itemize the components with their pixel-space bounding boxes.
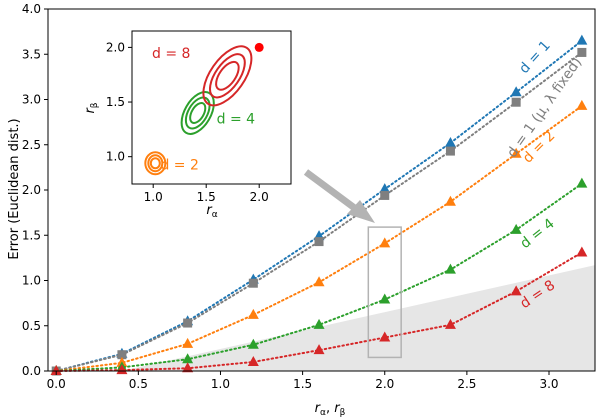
- contour-group-1: [180, 91, 215, 135]
- contour-line: [149, 157, 161, 170]
- inset-axes-frame: [131, 30, 292, 185]
- contour-line: [189, 101, 207, 124]
- contour-line: [184, 96, 211, 130]
- inset-group-label: d = 4: [217, 111, 256, 127]
- series-label-d4: d = 4: [517, 216, 557, 252]
- data-point: [183, 318, 193, 328]
- inset-y-label: rβ: [83, 102, 100, 113]
- series-1: [51, 47, 587, 376]
- data-point: [510, 223, 522, 234]
- data-point: [247, 338, 259, 349]
- contour-group-0: [144, 151, 167, 176]
- series-line: [55, 51, 583, 372]
- series-4: [50, 246, 588, 375]
- shaded-area: [121, 265, 596, 371]
- contour-line: [180, 91, 215, 135]
- inset-y-tick-label: 1.0: [106, 150, 125, 164]
- series-2: [50, 99, 588, 375]
- data-point: [116, 364, 128, 375]
- data-point: [576, 246, 588, 257]
- x-tick-label: 1.0: [211, 377, 230, 391]
- data-point: [576, 99, 588, 110]
- inset-y-tick-label: 2.0: [106, 40, 125, 54]
- main-ticks: 0.0 0.5 1.0 1.5 2.0 2.5 3.0 0.0 0.5 1.0 1.5 2.0 2.5 3…: [22, 2, 559, 391]
- data-point: [182, 353, 194, 364]
- y-tick-label: 0.0: [22, 364, 41, 378]
- data-point: [379, 293, 391, 304]
- y-tick-label: 0.5: [22, 319, 41, 333]
- data-point: [248, 278, 258, 288]
- x-tick-label: 3.0: [539, 377, 558, 391]
- data-point: [50, 365, 62, 375]
- data-point: [445, 146, 455, 156]
- x-axis-label: rα, rβ: [315, 401, 346, 418]
- inset-x-label: rα: [206, 203, 217, 220]
- y-axis-label: Error (Euclidean dist.): [7, 118, 22, 259]
- inset-y-tick-label: 1.5: [106, 95, 125, 109]
- inset-x-tick-label: 2.0: [250, 190, 269, 204]
- y-tick-label: 4.0: [22, 2, 41, 16]
- contour-line: [209, 53, 246, 99]
- x-tick-label: 2.5: [457, 377, 476, 391]
- y-tick-label: 2.0: [22, 183, 41, 197]
- contour-line: [202, 45, 253, 107]
- x-tick-label: 1.5: [293, 377, 312, 391]
- data-point: [314, 237, 324, 247]
- data-point: [379, 331, 391, 342]
- x-tick-label: 0.5: [129, 377, 148, 391]
- y-tick-label: 1.5: [22, 228, 41, 242]
- inset-group-label: d = 8: [152, 46, 190, 62]
- data-point: [313, 344, 325, 355]
- pointer-arrow: [303, 169, 375, 223]
- y-tick-label: 1.0: [22, 274, 41, 288]
- shaded-region: [121, 265, 596, 371]
- highlight-box: [367, 226, 402, 359]
- data-point: [247, 308, 259, 319]
- data-point: [510, 86, 522, 97]
- true-point: [254, 42, 264, 52]
- inset-x-tick-label: 1.0: [144, 190, 163, 204]
- y-tick-label: 2.5: [22, 138, 41, 152]
- series-label-d1: d = 1: [516, 38, 554, 77]
- data-point: [510, 285, 522, 296]
- data-point: [444, 136, 456, 147]
- data-point: [313, 276, 325, 287]
- y-tick-label: 3.0: [22, 93, 41, 107]
- data-point: [379, 183, 391, 194]
- data-point: [117, 350, 127, 360]
- data-point: [247, 355, 259, 366]
- data-point: [444, 263, 456, 274]
- inset-labels: d = 2 d = 4 d = 8: [152, 46, 255, 173]
- data-point: [444, 195, 456, 206]
- data-point: [380, 190, 390, 200]
- inset-axes: [131, 30, 292, 185]
- inset-ticks: 1.0 1.5 2.0 1.0 1.5 2.0: [106, 40, 269, 204]
- x-tick-label: 2.0: [375, 377, 394, 391]
- data-point: [576, 34, 588, 45]
- x-tick-label: 0.0: [47, 377, 66, 391]
- data-point: [576, 177, 588, 188]
- data-point: [182, 362, 194, 373]
- data-point: [182, 337, 194, 348]
- inset-x-tick-label: 1.5: [197, 190, 216, 204]
- data-point: [511, 97, 521, 107]
- data-point: [577, 47, 587, 57]
- series-line: [55, 251, 583, 372]
- contour-group-2: [202, 45, 253, 107]
- contour-line: [215, 60, 240, 91]
- inset-group-label: d = 2: [160, 157, 198, 173]
- inset-contours: [144, 42, 264, 176]
- data-point: [444, 318, 456, 329]
- series-group: [50, 34, 588, 376]
- y-tick-label: 3.5: [22, 47, 41, 61]
- data-point: [313, 318, 325, 329]
- data-point: [379, 237, 391, 248]
- data-point: [510, 147, 522, 158]
- contour-line: [147, 154, 164, 173]
- contour-line: [144, 151, 167, 176]
